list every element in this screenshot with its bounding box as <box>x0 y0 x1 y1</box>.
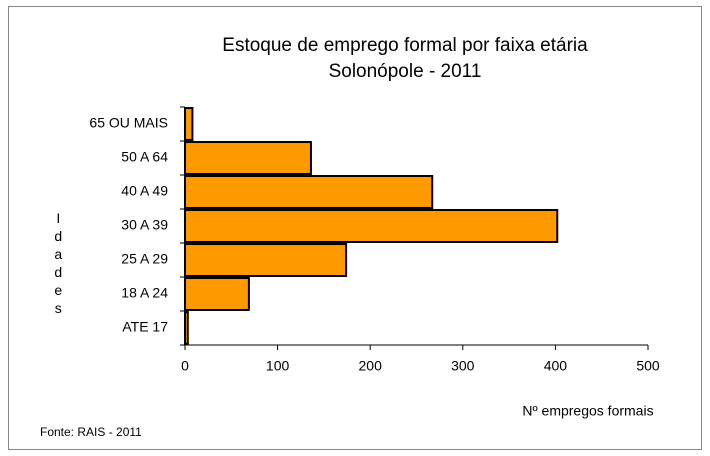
bar <box>184 107 194 141</box>
chart-subtitle: Solonópole - 2011 <box>329 61 482 82</box>
bar <box>184 243 348 277</box>
x-tick-label: 500 <box>636 358 660 374</box>
y-tick-label: 50 A 64 <box>121 149 168 165</box>
x-tick-label: 400 <box>544 358 568 374</box>
y-tick-label: 18 A 24 <box>121 285 168 301</box>
x-tick-label: 0 <box>181 358 189 374</box>
y-tick-label: ATE 17 <box>122 319 168 335</box>
y-tick-label: 65 OU MAIS <box>89 115 168 131</box>
source-note: Fonte: RAIS - 2011 <box>40 425 142 439</box>
x-tick-label: 200 <box>359 358 383 374</box>
bar <box>184 141 312 175</box>
y-tick-label: 40 A 49 <box>121 183 168 199</box>
x-tick-label: 300 <box>451 358 475 374</box>
chart-border <box>8 6 702 450</box>
y-axis-label: Idades <box>50 210 66 318</box>
y-tick-label: 30 A 39 <box>121 217 168 233</box>
bar <box>184 277 250 311</box>
x-axis-label: Nº empregos formais <box>522 403 653 419</box>
x-tick-label: 100 <box>266 358 290 374</box>
chart-title: Estoque de emprego formal por faixa etár… <box>222 35 588 56</box>
bar <box>184 209 559 243</box>
y-tick-label: 25 A 29 <box>121 251 168 267</box>
bar <box>184 175 434 209</box>
